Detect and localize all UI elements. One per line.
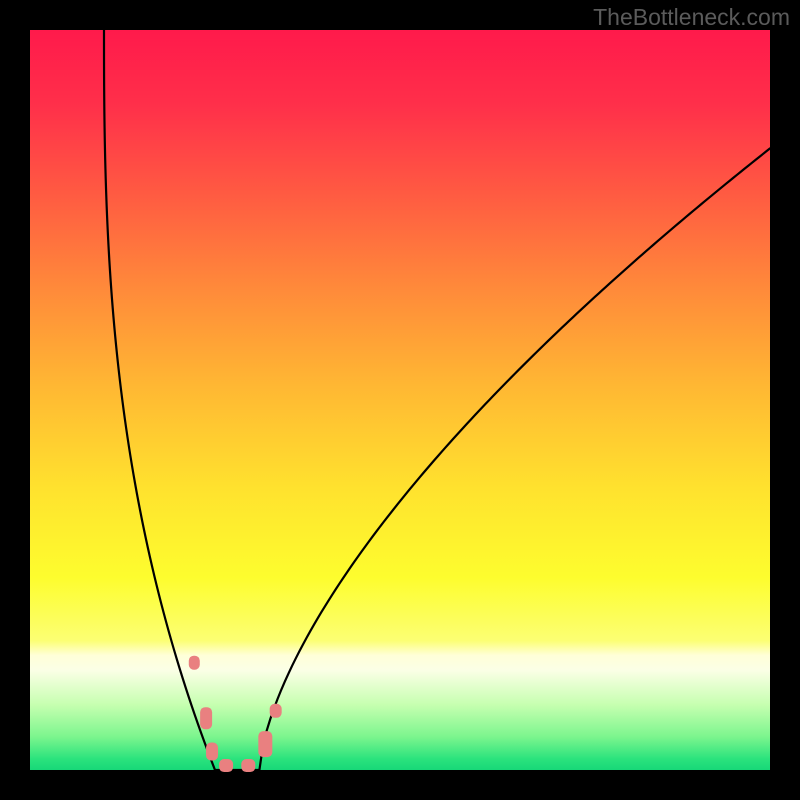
- curve-marker: [241, 759, 255, 772]
- curve-marker: [206, 743, 218, 761]
- bottleneck-curve-chart: [0, 0, 800, 800]
- curve-marker: [258, 731, 272, 757]
- curve-marker: [270, 704, 282, 718]
- curve-marker: [200, 707, 212, 729]
- curve-marker: [189, 656, 200, 670]
- curve-marker: [219, 759, 233, 772]
- plot-background: [30, 30, 770, 770]
- source-watermark: TheBottleneck.com: [593, 4, 790, 31]
- chart-stage: TheBottleneck.com: [0, 0, 800, 800]
